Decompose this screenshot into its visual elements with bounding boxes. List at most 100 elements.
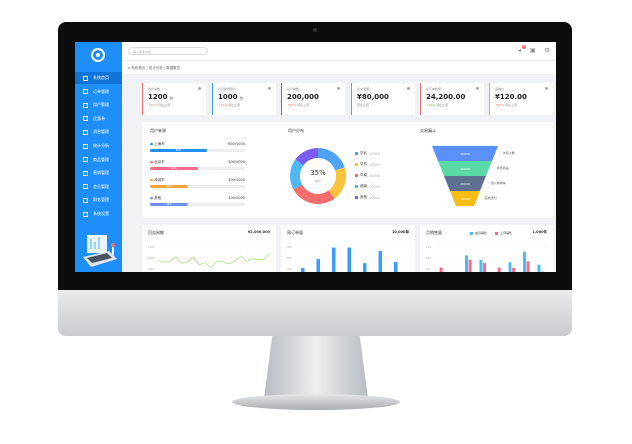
- menu-icon: [83, 211, 88, 217]
- monthly-bar: [512, 267, 516, 272]
- sidebar-item-label: 优惠券: [93, 115, 105, 121]
- funnel-label: • 浏览商品: [494, 166, 509, 170]
- logo-icon: [91, 48, 105, 62]
- sidebar-item[interactable]: 订单管理: [75, 86, 122, 98]
- sidebar-item[interactable]: 营销管理: [75, 167, 122, 179]
- sidebar-item[interactable]: 用户管理: [75, 99, 122, 111]
- donut-center-value: 35%: [310, 169, 326, 177]
- weekly-bar: [394, 261, 398, 272]
- legend-this-month: 本月销售: [470, 231, 487, 235]
- source-item: ● 北京市 500/1000 50%: [150, 160, 245, 170]
- distribution-legend-item: 西南 10000: [355, 184, 380, 189]
- y-tick-label: 1500: [148, 256, 155, 260]
- weekly-bar: [363, 263, 367, 272]
- card-unit: 位: [239, 96, 243, 100]
- card-value: 1000: [218, 93, 238, 101]
- monthly-bar: [483, 262, 487, 272]
- source-item: ● 深圳市 400/1000 40%: [150, 178, 245, 188]
- monthly-total: 1,000件: [532, 230, 547, 234]
- breadcrumb: ⌂ 系统首页 / 统计分析 / 数据概览: [122, 60, 556, 74]
- notification-badge: 5: [521, 45, 526, 49]
- sidebar-item-label: 财务管理: [93, 197, 109, 203]
- illustration: [83, 235, 117, 267]
- monthly-bar: [479, 260, 483, 272]
- donut-chart: [290, 148, 346, 204]
- sidebar-item-label: 系统设置: [93, 211, 109, 216]
- daily-line: [157, 252, 271, 269]
- help-icon[interactable]: [268, 87, 271, 90]
- card-value: 24,200.00: [426, 93, 466, 101]
- sidebar-item-label: 系统首页: [93, 75, 109, 80]
- monthly-bar: [508, 262, 512, 272]
- sidebar-item[interactable]: 会员管理: [75, 181, 122, 193]
- card-label: 总订单数量: [426, 87, 442, 91]
- stat-card: 总交易额 ¥80,000 同比上周: [351, 83, 415, 115]
- home-icon: ⌂: [128, 66, 132, 70]
- source-progress: 60%: [150, 149, 245, 152]
- source-progress-fill: 40%: [150, 185, 188, 188]
- stat-card: 总订单数量 24,200.00 ↓10% 同比上周: [420, 83, 484, 115]
- sidebar-item-label: 消息管理: [93, 129, 109, 135]
- distribution-legend-item: 华南 10000: [355, 173, 380, 178]
- monthly-bar: [468, 259, 472, 272]
- source-value: 400/1000: [228, 196, 245, 200]
- weekly-bar: [301, 268, 305, 272]
- source-value: 600/1000: [228, 142, 245, 146]
- dashboard-screen: 系统首页 订单管理 用户管理 优惠券 消息管理 统计分析 商品管理 营销管理 会员管理 财务管理系…: [75, 42, 556, 272]
- source-value: 500/1000: [228, 160, 245, 164]
- card-label: 用户总数: [148, 87, 161, 91]
- sidebar-item-label: 订单管理: [93, 88, 109, 94]
- card-value: 1200: [148, 93, 168, 101]
- stat-card: 客单价 ¥120.00 ↑10% 同比上周: [489, 83, 553, 115]
- card-trend: ↑10%: [287, 103, 297, 107]
- menu-icon: [83, 116, 88, 122]
- sidebar-item[interactable]: 统计分析: [75, 140, 122, 152]
- notification-icon[interactable]: ◂ 5: [517, 45, 526, 54]
- card-compare: 同比上周: [436, 103, 449, 107]
- distribution-legend-item: 华北 10000: [355, 151, 380, 156]
- card-compare: 同比上周: [297, 103, 310, 107]
- stat-card: 总订单数 200,000 ↑10% 同比上周: [281, 83, 345, 115]
- weekly-bar: [332, 247, 336, 272]
- sidebar-item[interactable]: 消息管理: [75, 126, 122, 138]
- card-compare: 同比上周: [228, 103, 241, 107]
- lock-icon[interactable]: ▣: [529, 47, 536, 54]
- monitor-chin: [58, 290, 572, 336]
- sidebar-item-label: 会员管理: [93, 183, 109, 189]
- weekly-total: 10,000单: [391, 230, 409, 234]
- funnel-stage: 20000: [432, 146, 498, 161]
- funnel-value: 20000: [460, 151, 470, 156]
- sidebar-item[interactable]: 系统设置: [75, 208, 122, 220]
- monthly-title: 月销售量: [426, 230, 442, 235]
- monitor-stand: [264, 336, 368, 398]
- weekly-bar: [378, 251, 382, 272]
- y-tick-label: 2000: [148, 267, 155, 271]
- card-trend: ↑10%: [148, 103, 158, 107]
- funnel-label: • 完成支付: [482, 196, 497, 200]
- donut-slice: [290, 159, 304, 190]
- menu-icon: [83, 75, 88, 81]
- search-input[interactable]: 输入搜索内容: [128, 47, 208, 55]
- y-tick-label: 150: [426, 245, 431, 249]
- gear-icon[interactable]: ⚙: [544, 47, 550, 54]
- top-bar: 输入搜索内容 ◂ 5 ▣ ⚙: [122, 42, 556, 60]
- y-tick-label: 600: [287, 256, 292, 260]
- monthly-bar: [439, 267, 443, 272]
- source-title: 用户来源: [150, 128, 166, 133]
- card-label: 总交易额: [357, 87, 370, 91]
- breadcrumb-text[interactable]: 系统首页 / 统计分析 / 数据概览: [131, 66, 181, 70]
- help-icon[interactable]: [476, 87, 479, 90]
- funnel-title: 交易漏斗: [420, 128, 436, 133]
- help-icon[interactable]: [337, 87, 340, 90]
- sidebar-item[interactable]: 系统首页: [75, 72, 122, 84]
- help-icon[interactable]: [198, 87, 201, 90]
- help-icon[interactable]: [407, 87, 410, 90]
- source-name: 北京市: [154, 160, 165, 164]
- sidebar-item[interactable]: 财务管理: [75, 194, 122, 206]
- card-value: 200,000: [287, 93, 319, 101]
- sidebar-item[interactable]: 商品管理: [75, 154, 122, 166]
- sidebar-item[interactable]: 优惠券: [75, 113, 122, 125]
- help-icon[interactable]: [545, 87, 548, 90]
- weekly-title: 周订单量: [287, 230, 303, 235]
- monthly-bar: [497, 267, 501, 272]
